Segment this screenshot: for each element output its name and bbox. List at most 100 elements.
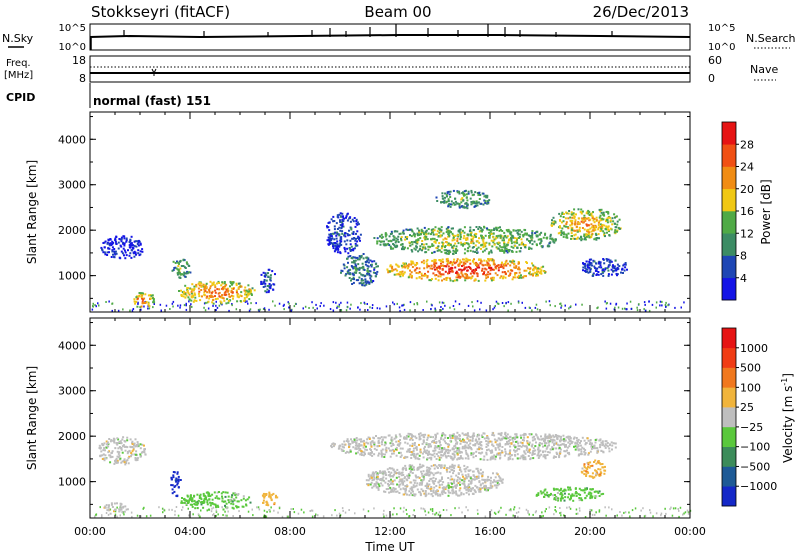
velocity-near-range-speckle [94,506,691,518]
station-title: Stokkseyri (fitACF) [91,3,230,21]
velocity-colorbar-tick-label: −25 [740,421,763,434]
power-colorbar-tick-label: 16 [740,205,754,218]
velocity-xtick-label: 12:00 [374,525,406,538]
nave-right-tick-bottom: 0 [708,72,715,85]
velocity-panel: 1000 2000 3000 4000 00:00 04:00 08:00 12:00 16:0… [25,318,795,554]
power-colorbar-swatch [722,189,736,212]
velocity-colorbar-tick-label: 1000 [740,342,768,355]
velocity-colorbar-swatch [722,466,736,486]
power-field [92,190,685,312]
velocity-echo-region [180,491,251,511]
velocity-echo-region [330,432,617,461]
velocity-xtick-label: 00:00 [74,525,106,538]
beam-title: Beam 00 [364,3,431,21]
power-colorbar-tick-label: 12 [740,227,754,240]
power-colorbar-tick-label: 4 [740,272,747,285]
power-colorbar-swatch [722,122,736,145]
power-panel: 1000 2000 3000 4000 Slant Range [km] 4 8 12 16… [25,112,773,312]
power-colorbar-swatch [722,211,736,234]
velocity-colorbar-label: Velocity [m s-1] [780,373,795,463]
nsky-left-tick-bottom: 10^0 [59,42,86,53]
power-colorbar-swatch [722,256,736,279]
power-ytick-label: 3000 [58,179,86,192]
velocity-ytick-label: 3000 [58,385,86,398]
nave-right-tick-top: 60 [708,54,722,67]
velocity-echo-region [536,486,604,501]
nsearch-label: N.Search [746,32,796,45]
power-colorbar-label: Power [dB] [759,179,773,244]
freq-label: Freq. [6,58,31,69]
velocity-colorbar-label-sup: -1 [780,378,789,386]
power-ylabel: Slant Range [km] [25,160,39,264]
power-colorbar-tick-label: 20 [740,183,754,196]
power-echo-region [100,235,143,259]
cpid-label: CPID [6,91,35,104]
velocity-xtick-label: 20:00 [574,525,606,538]
date-title: 26/Dec/2013 [593,3,689,21]
power-colorbar-swatch [722,167,736,190]
power-colorbar-tick-label: 8 [740,250,747,263]
nsky-trace [90,35,690,37]
velocity-colorbar-tick-label: 25 [740,401,754,414]
freq-left-tick-bottom: 8 [79,72,86,85]
velocity-echo-region [170,471,182,497]
power-colorbar-swatch [722,233,736,256]
velocity-ylabel: Slant Range [km] [25,366,39,470]
power-echo-region [551,208,622,241]
velocity-ytick-label: 2000 [58,430,86,443]
velocity-echo-region [366,464,504,498]
freq-unit-label: [MHz] [4,70,33,81]
velocity-colorbar-swatch [722,368,736,388]
power-ytick-label: 1000 [58,270,86,283]
velocity-colorbar-swatch [722,427,736,447]
velocity-colorbar-swatch [722,447,736,467]
velocity-colorbar-label-end: ] [781,373,795,378]
velocity-ytick-label: 1000 [58,476,86,489]
power-echo-region [172,259,192,279]
velocity-field [94,432,691,518]
velocity-xtick-label: 00:00 [674,525,706,538]
velocity-ytick-label: 4000 [58,339,86,352]
power-echo-region [386,258,546,282]
power-echo-region [340,253,379,287]
freq-panel: Freq. [MHz] 18 8 60 0 Nave [4,54,778,85]
velocity-xtick-label: 08:00 [274,525,306,538]
velocity-echo-region [99,436,147,465]
nsky-right-tick-top: 10^5 [708,23,735,34]
nave-label: Nave [750,63,778,76]
power-ytick-label: 4000 [58,133,86,146]
velocity-colorbar-tick-label: −500 [740,460,770,473]
power-echo-region [373,226,557,255]
power-echo-region [326,212,362,254]
power-colorbar-swatch [722,278,736,301]
nsky-label: N.Sky [2,32,34,45]
velocity-colorbar-tick-label: 500 [740,362,761,375]
cpid-value: normal (fast) 151 [93,94,211,108]
power-echo-region [260,269,276,293]
power-echo-region [582,258,628,277]
velocity-xtick-label: 04:00 [174,525,206,538]
velocity-echo-region [104,502,129,514]
nsky-left-tick-top: 10^5 [59,23,86,34]
velocity-xtick-label: 16:00 [474,525,506,538]
velocity-echo-region [581,460,606,479]
power-near-range-speckle [92,300,685,312]
velocity-colorbar-swatch [722,486,736,506]
velocity-colorbar-tick-label: 100 [740,381,761,394]
nsky-right-tick-bottom: 10^0 [708,42,735,53]
velocity-colorbar-swatch [722,328,736,348]
nsky-panel: N.Sky 10^5 10^0 10^5 10^0 N.Search [2,23,796,53]
power-ytick-label: 2000 [58,224,86,237]
power-colorbar-tick-label: 28 [740,138,754,151]
velocity-colorbar-swatch [722,387,736,407]
velocity-echo-region [262,492,278,507]
velocity-colorbar-swatch [722,407,736,427]
velocity-xlabel: Time UT [364,540,415,554]
velocity-colorbar-tick-label: −1000 [740,480,777,493]
power-colorbar-swatch [722,144,736,167]
freq-left-tick-top: 18 [72,54,86,67]
